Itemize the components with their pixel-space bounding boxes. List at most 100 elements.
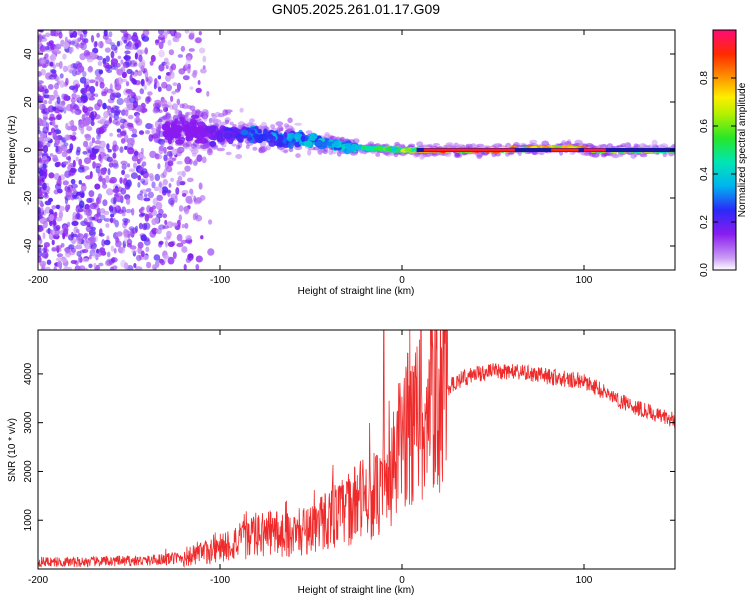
spectrogram-noise-blob [110, 197, 118, 205]
spectrogram-noise-blob [171, 222, 178, 227]
spectrogram-noise-blob [82, 30, 88, 35]
spectrogram-noise-blob [111, 206, 118, 215]
spectrogram-noise-blob [90, 111, 95, 118]
spectrogram-noise-blob [49, 55, 55, 61]
spectrogram-noise-blob [66, 64, 74, 73]
spectrogram-noise-blob [96, 32, 100, 38]
spectrogram-ridge-blob [293, 133, 303, 139]
spectrogram-noise-blob [104, 259, 112, 267]
spectrogram-noise-blob [74, 260, 79, 266]
spectrogram-noise-blob [56, 80, 60, 85]
spectrogram-noise-blob [124, 50, 131, 55]
spectrogram-halo-blob [185, 111, 195, 116]
spectrogram-noise-blob [42, 119, 47, 125]
spectrogram-noise-blob [88, 263, 93, 269]
spectrogram-noise-blob [71, 220, 79, 226]
spectrogram-noise-blob [63, 266, 70, 270]
spectrogram-noise-blob [105, 223, 110, 228]
spectrogram-noise-blob [75, 149, 81, 156]
spectrogram-noise-blob [44, 107, 50, 113]
spectrogram-noise-blob [55, 62, 60, 67]
spectrogram-noise-blob [172, 82, 178, 87]
spectrogram-noise-blob [168, 183, 172, 188]
spectrogram-noise-blob [195, 255, 203, 263]
spectrogram-noise-blob [97, 41, 104, 49]
spectrogram-halo-blob [328, 148, 334, 155]
spectrogram-noise-blob [103, 62, 110, 69]
spectrogram-noise-blob [176, 179, 181, 187]
spectrogram-noise-blob [78, 158, 83, 166]
spectrogram-noise-blob [74, 38, 81, 43]
spectrogram-halo-blob [277, 125, 284, 132]
spectrogram-noise-blob [189, 86, 194, 90]
spectrogram-noise-blob [102, 177, 106, 185]
spectrogram-noise-blob [121, 129, 127, 134]
spectrogram-noise-blob [56, 253, 64, 258]
spectrogram-noise-blob [54, 138, 60, 146]
spectrogram-y-label: Frequency (Hz) [7, 116, 18, 185]
spectrogram-noise-blob [103, 239, 111, 246]
spectrogram-noise-blob [120, 160, 128, 165]
spectrogram-noise-blob [38, 162, 43, 169]
spectrogram-noise-blob [68, 244, 75, 250]
spectrogram-noise-blob [107, 148, 112, 153]
spectrogram-noise-blob [177, 54, 184, 58]
spectrogram-noise-blob [63, 41, 70, 49]
spectrogram-noise-blob [54, 124, 59, 129]
spectrogram-noise-blob [83, 140, 89, 148]
spectrogram-noise-blob [140, 78, 144, 87]
spectrogram-halo-blob [324, 132, 330, 137]
spectrogram-noise-blob [83, 157, 92, 165]
spectrogram-noise-blob [123, 55, 131, 60]
spectrogram-noise-blob [117, 186, 123, 192]
spectrogram-noise-blob [144, 214, 150, 222]
spectrogram-noise-blob [91, 226, 96, 231]
spectrogram-noise-blob [48, 131, 52, 136]
spectrogram-noise-blob [96, 218, 103, 224]
spectrogram-noise-blob [102, 124, 109, 129]
snr-series-line [38, 330, 675, 568]
spectrogram-noise-blob [133, 62, 138, 67]
spectrogram-halo-blob [216, 147, 225, 152]
spectrogram-noise-blob [140, 171, 144, 176]
spectrogram-noise-blob [85, 208, 93, 216]
spectrogram-halo-blob [166, 114, 173, 122]
spectrogram-noise-blob [67, 234, 74, 241]
chart-title: GN05.2025.261.01.17.G09 [272, 1, 440, 17]
spectrogram-noise-blob [158, 34, 165, 41]
spectrogram-noise-blob [110, 50, 115, 59]
spectrogram-noise-blob [69, 167, 77, 174]
spectrogram-noise-blob [71, 93, 77, 99]
spectrogram-noise-blob [178, 205, 184, 212]
spectrogram-noise-blob [154, 78, 158, 85]
spectrogram-noise-blob [62, 65, 68, 73]
spectrogram-ridge-blob [216, 135, 224, 143]
spectrogram-noise-blob [52, 219, 57, 227]
spectrogram-noise-blob [55, 114, 62, 120]
spectrogram-noise-blob [48, 172, 55, 179]
spectrogram-noise-blob [164, 219, 168, 225]
spectrogram-noise-blob [170, 240, 176, 246]
spectrogram-noise-blob [45, 32, 51, 38]
spectrogram-noise-blob [188, 158, 193, 165]
spectrogram-noise-blob [70, 97, 76, 104]
spectrogram-noise-blob [88, 79, 96, 84]
spectrogram-noise-blob [87, 66, 94, 73]
spectrogram-noise-blob [165, 74, 171, 82]
spectrogram-noise-blob [176, 219, 181, 228]
spectrogram-halo-blob [229, 121, 234, 126]
spectrogram-noise-blob [174, 195, 178, 203]
spectrogram-noise-blob [198, 182, 203, 190]
spectrogram-noise-blob [79, 53, 86, 61]
spectrogram-noise-blob [95, 212, 101, 218]
spectrogram-ridge-blob [321, 141, 328, 149]
spectrogram-noise-blob [108, 162, 114, 168]
spectrogram-noise-blob [158, 49, 165, 58]
spectrogram-ridge-blob [164, 121, 171, 127]
spectrogram-noise-blob [156, 194, 163, 202]
spectrogram-noise-blob [112, 188, 120, 193]
spectrogram-noise-blob [48, 94, 55, 101]
spectrogram-noise-blob [42, 116, 49, 121]
spectrogram-noise-blob [162, 189, 167, 196]
spectrogram-noise-blob [127, 233, 131, 239]
